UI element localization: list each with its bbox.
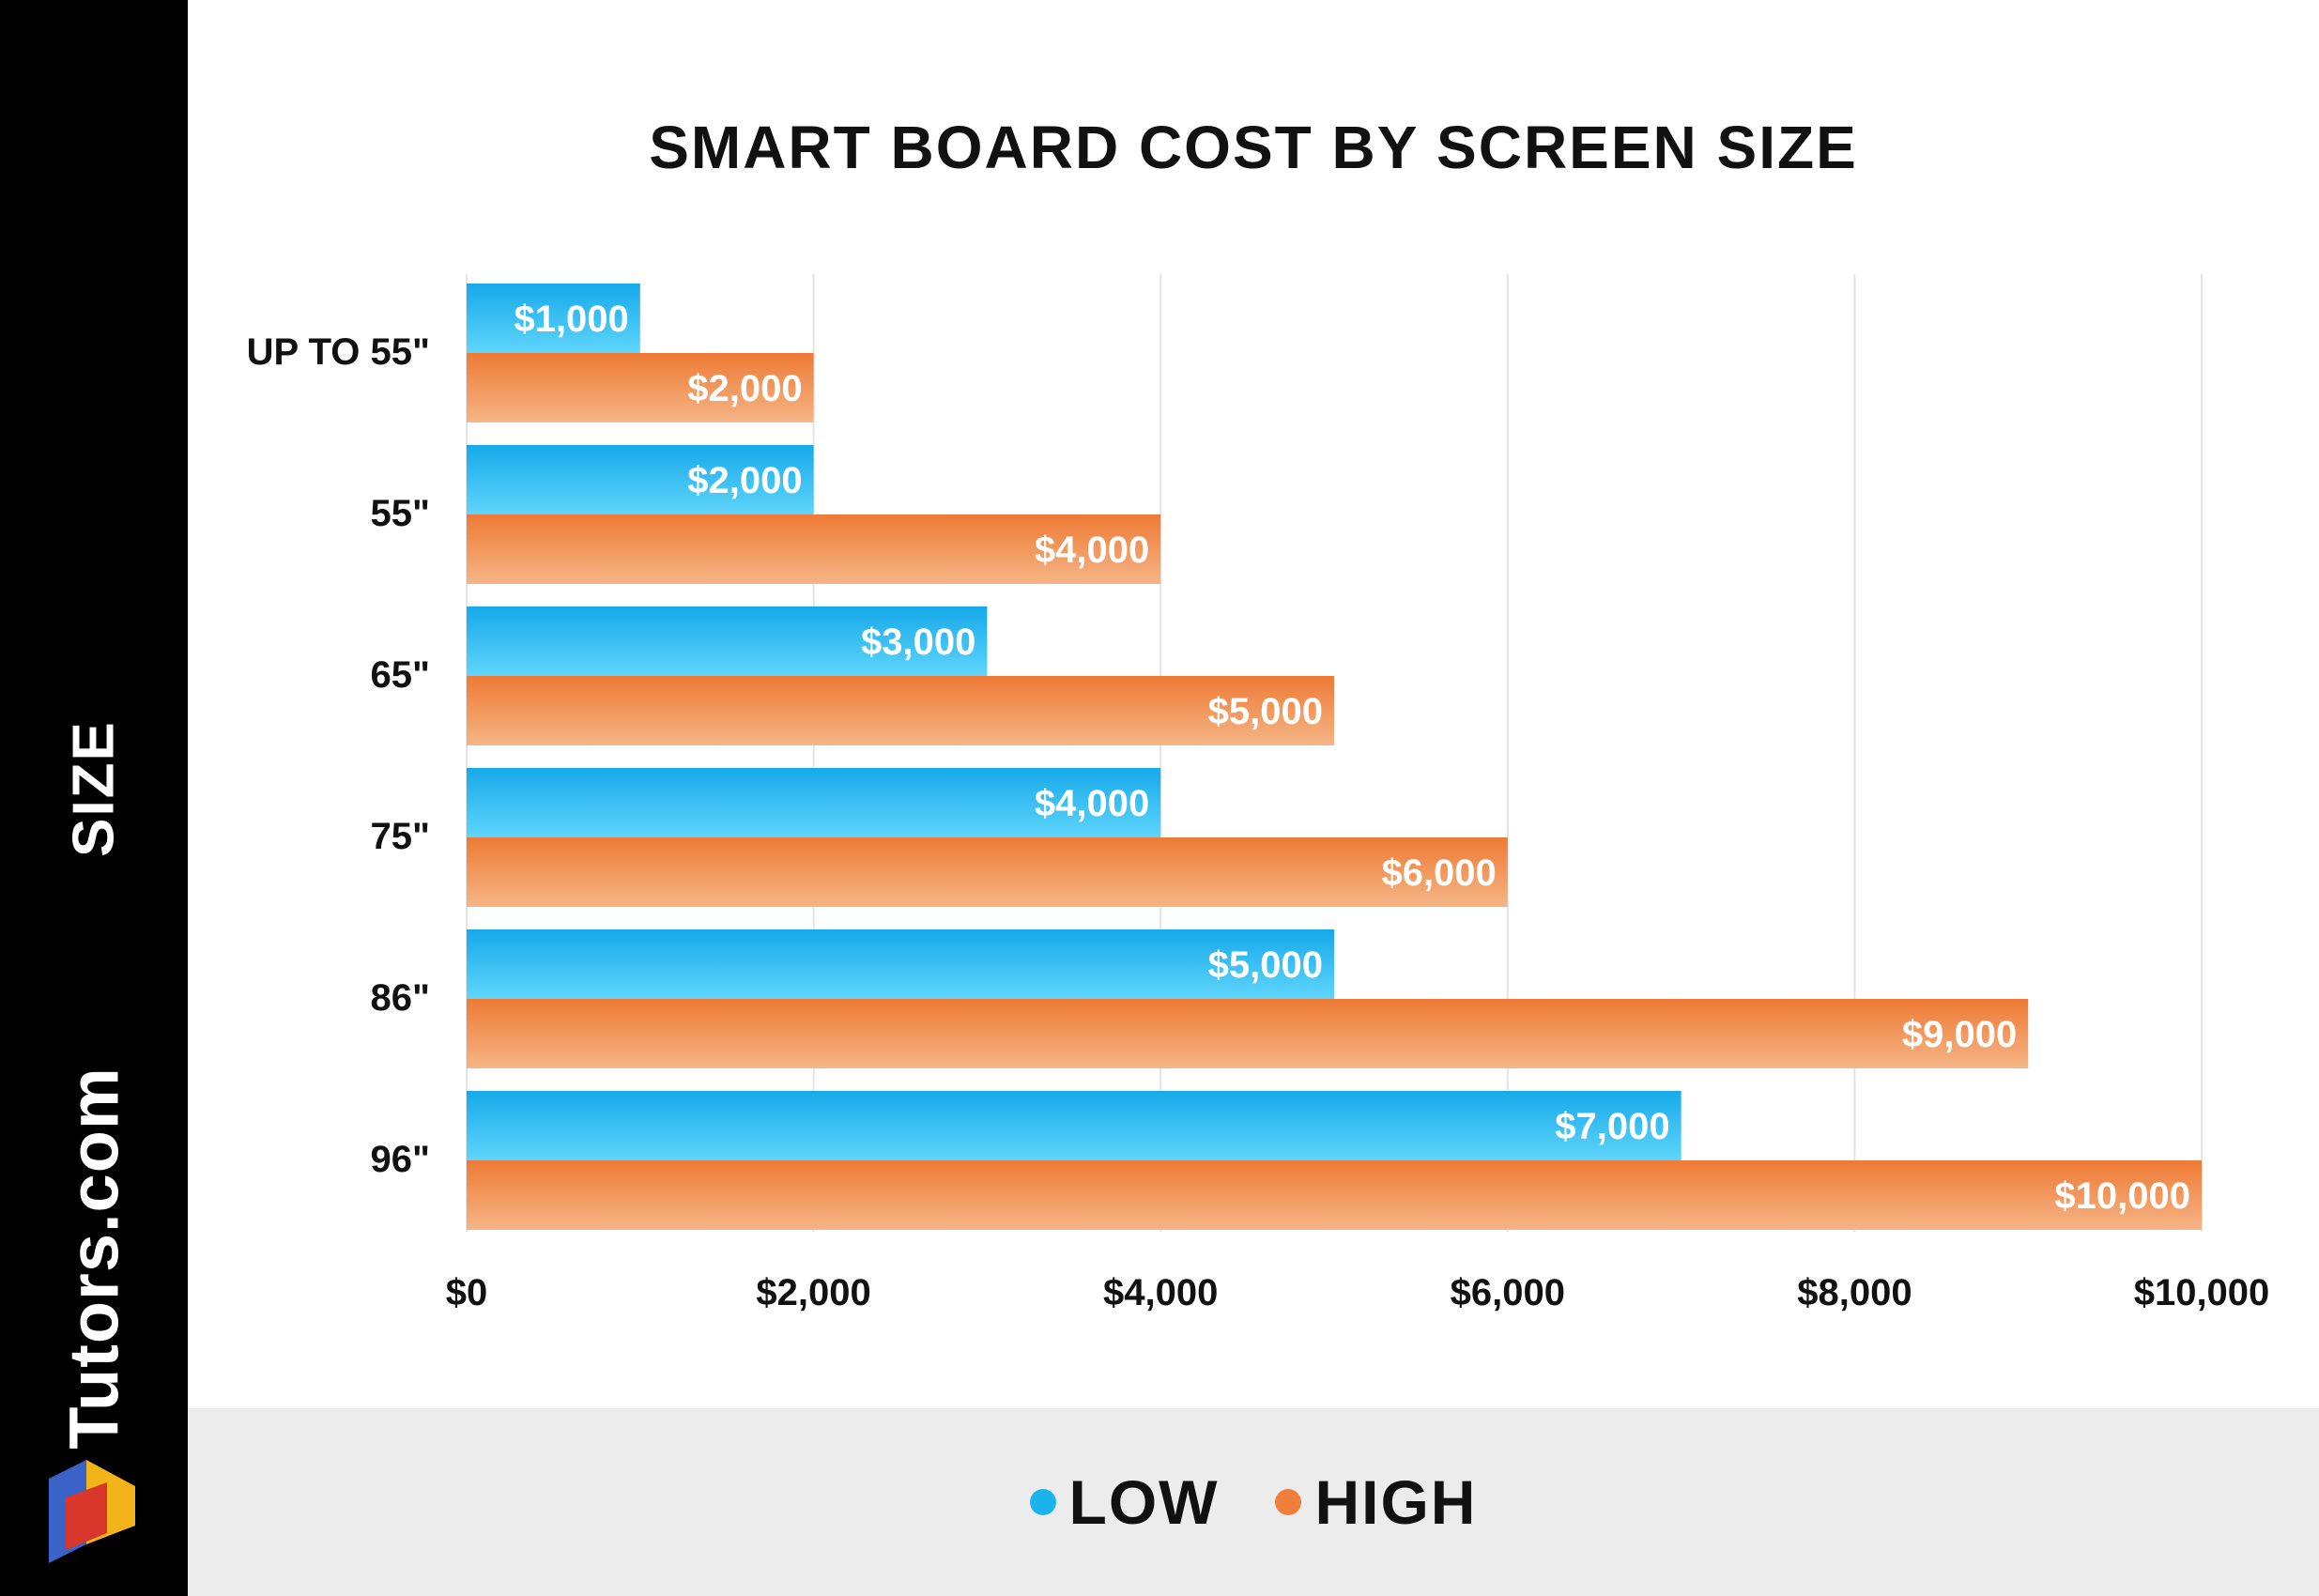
bar-high bbox=[467, 999, 2029, 1068]
chart-title: SMART BOARD COST BY SCREEN SIZE bbox=[649, 114, 1858, 181]
data-label: $5,000 bbox=[1208, 944, 1323, 986]
legend-item-low: LOW bbox=[1029, 1466, 1220, 1538]
bar-chart: $0 $2,000 $4,000 $6,000 $8,000 $10,000 UP TO 5… bbox=[247, 274, 2270, 1313]
bar-high bbox=[467, 514, 1161, 584]
bar-high bbox=[467, 837, 1508, 907]
x-tick-label: $2,000 bbox=[756, 1272, 870, 1313]
legend-swatch-high bbox=[1275, 1489, 1302, 1515]
bar-high bbox=[467, 353, 814, 422]
cube-logo-icon bbox=[49, 1460, 135, 1563]
x-tick-label: $8,000 bbox=[1797, 1272, 1912, 1313]
bar-low bbox=[467, 929, 1334, 999]
category-label: 75" bbox=[371, 816, 430, 857]
bar-low bbox=[467, 768, 1161, 837]
data-label: $7,000 bbox=[1555, 1106, 1669, 1147]
data-label: $6,000 bbox=[1381, 852, 1496, 894]
legend-item-high: HIGH bbox=[1275, 1466, 1477, 1538]
x-tick-label: $10,000 bbox=[2134, 1272, 2270, 1313]
category-label: 86" bbox=[371, 977, 430, 1019]
data-label: $2,000 bbox=[687, 368, 802, 409]
data-label: $4,000 bbox=[1035, 529, 1149, 571]
legend-label-low: LOW bbox=[1068, 1467, 1220, 1537]
gridlines bbox=[466, 274, 2203, 1232]
category-label: 55" bbox=[371, 493, 430, 534]
data-label: $5,000 bbox=[1208, 691, 1323, 732]
data-label: $4,000 bbox=[1035, 783, 1149, 824]
bar-low bbox=[467, 606, 988, 676]
data-label: $1,000 bbox=[514, 299, 628, 340]
bar-low bbox=[467, 1091, 1682, 1160]
x-tick-label: $0 bbox=[446, 1272, 488, 1313]
legend-label-high: HIGH bbox=[1314, 1467, 1478, 1537]
sidebar: SIZE Tutors.com bbox=[0, 0, 188, 1596]
bar-high bbox=[467, 1160, 2202, 1230]
legend-bar: LOW HIGH bbox=[188, 1408, 2319, 1596]
x-tick-label: $4,000 bbox=[1103, 1272, 1218, 1313]
bar-low bbox=[467, 284, 640, 353]
bar-low bbox=[467, 445, 814, 514]
labels: $0 $2,000 $4,000 $6,000 $8,000 $10,000 UP TO 5… bbox=[247, 299, 2270, 1313]
data-label: $10,000 bbox=[2054, 1175, 2190, 1217]
legend-swatch-low bbox=[1029, 1489, 1056, 1515]
bar-high bbox=[467, 676, 1334, 745]
bars bbox=[467, 284, 2202, 1230]
data-label: $9,000 bbox=[1902, 1014, 2017, 1055]
category-label: 65" bbox=[371, 654, 430, 696]
category-label: 96" bbox=[371, 1139, 430, 1180]
data-label: $3,000 bbox=[861, 622, 975, 663]
data-label: $2,000 bbox=[687, 460, 802, 501]
legend: LOW HIGH bbox=[188, 1408, 2319, 1596]
x-tick-label: $6,000 bbox=[1451, 1272, 1565, 1313]
category-label: UP TO 55" bbox=[247, 331, 430, 373]
